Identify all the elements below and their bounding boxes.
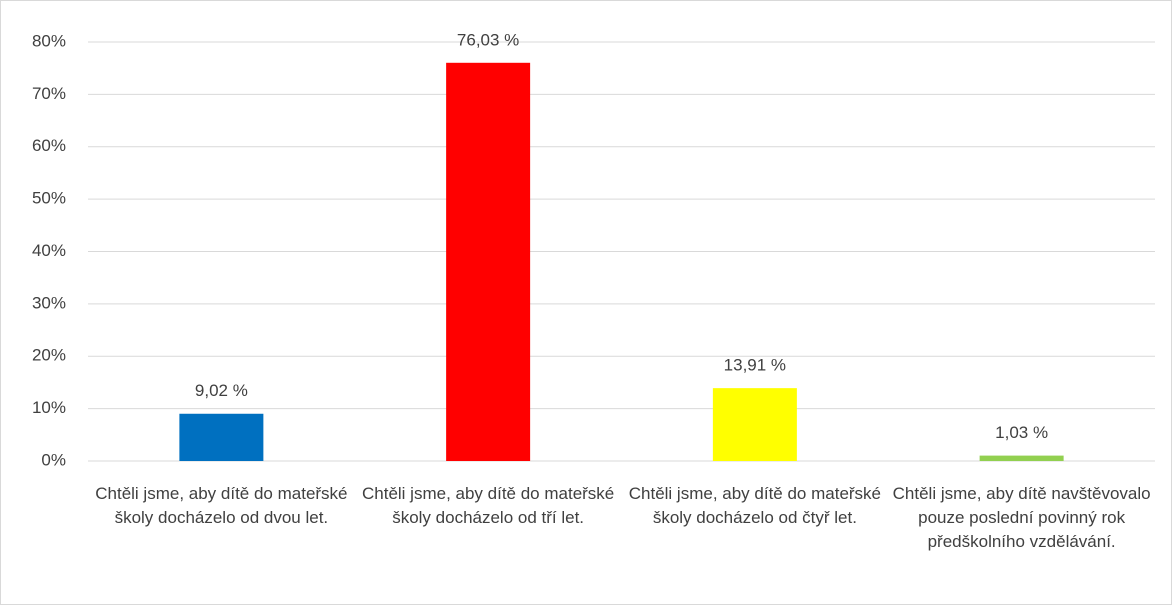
y-tick-label: 50% <box>32 189 66 208</box>
y-tick-label: 30% <box>32 293 66 312</box>
bar <box>446 62 531 461</box>
bar <box>712 388 797 461</box>
bar <box>179 413 264 461</box>
y-tick-label: 10% <box>32 398 66 417</box>
y-tick-label: 20% <box>32 346 66 365</box>
value-label: 1,03 % <box>995 423 1048 442</box>
y-tick-label: 0% <box>41 450 66 469</box>
x-tick-label: Chtěli jsme, aby dítě do mateřské školy … <box>361 484 615 527</box>
x-tick-label: Chtěli jsme, aby dítě do mateřské školy … <box>95 484 348 527</box>
x-tick-label: Chtěli jsme, aby dítě do mateřské školy … <box>628 484 882 527</box>
value-label: 13,91 % <box>724 356 786 375</box>
y-tick-label: 80% <box>32 31 66 50</box>
y-tick-label: 40% <box>32 241 66 260</box>
x-tick-label: Chtěli jsme, aby dítě navštěvovalo pouze… <box>892 484 1151 551</box>
y-tick-label: 60% <box>32 136 66 155</box>
y-tick-label: 70% <box>32 84 66 103</box>
value-label: 9,02 % <box>195 381 248 400</box>
bar <box>979 455 1064 461</box>
value-label: 76,03 % <box>457 30 519 49</box>
